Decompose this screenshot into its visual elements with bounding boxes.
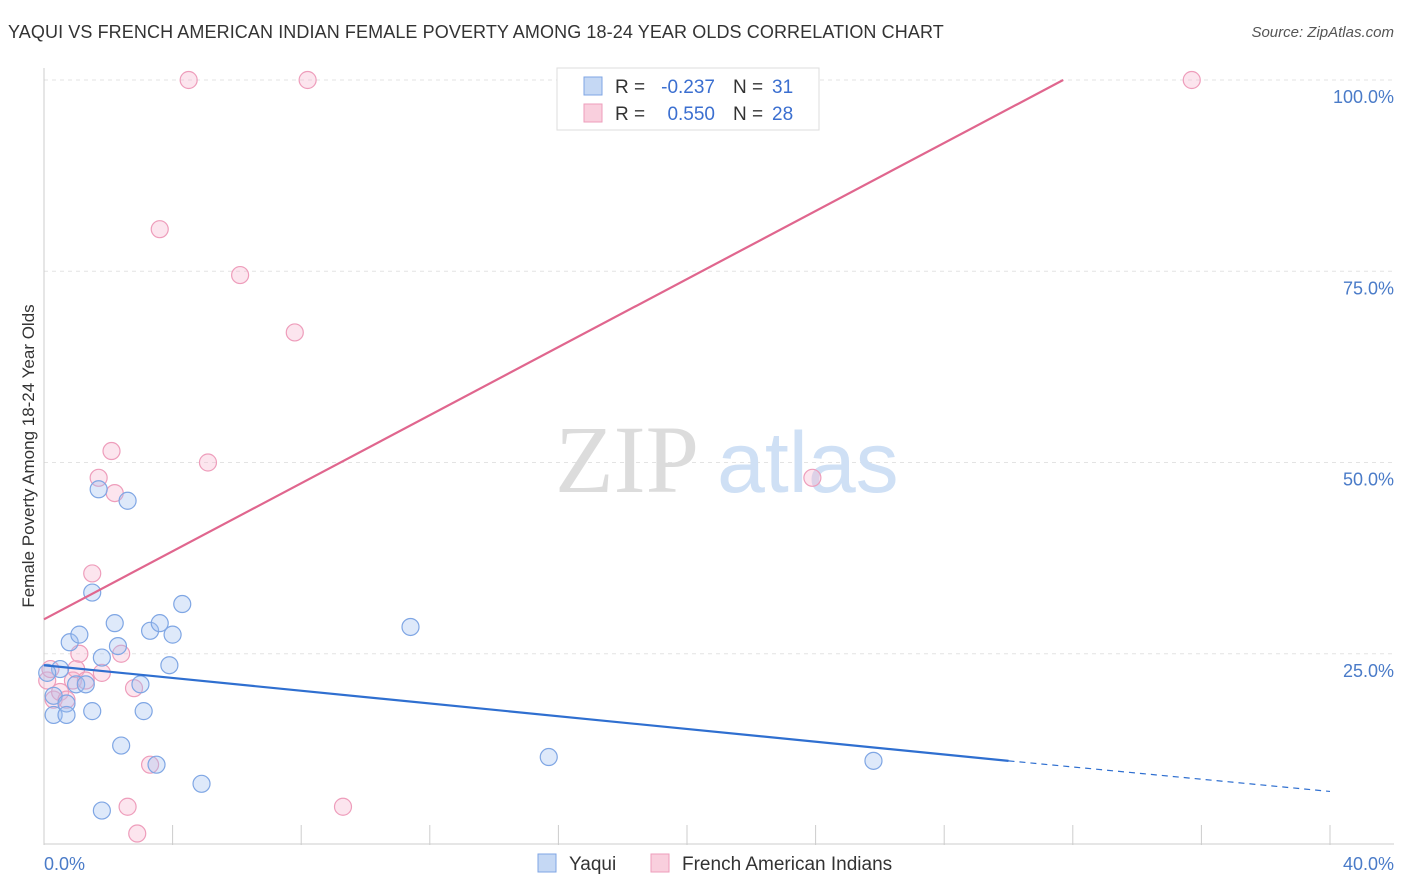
yaqui-point-29 xyxy=(864,751,883,770)
yaqui-point-6 xyxy=(67,675,86,694)
y-tick-label-50: 50.0% xyxy=(1343,470,1394,490)
yaqui-point-4 xyxy=(57,705,76,725)
yaqui-point-14 xyxy=(105,614,124,633)
french-point-24 xyxy=(333,797,353,816)
trend-line-french xyxy=(43,79,1064,621)
y-tick-label-25: 25.0% xyxy=(1343,661,1394,681)
trend-line-yaqui xyxy=(43,664,1009,762)
french-point-23 xyxy=(298,70,317,90)
yaqui-point-17 xyxy=(118,491,137,510)
french-point-0 xyxy=(38,671,57,690)
french-point-10 xyxy=(92,663,111,682)
yaqui-point-11 xyxy=(89,480,108,499)
yaqui-point-1 xyxy=(44,705,63,725)
x-tick-label-min: 0.0% xyxy=(44,854,85,874)
y-tick-label-75: 75.0% xyxy=(1343,278,1394,298)
x-tick-marks xyxy=(43,825,1331,845)
watermark-zip: ZIP xyxy=(555,406,699,513)
chart-title: YAQUI VS FRENCH AMERICAN INDIAN FEMALE P… xyxy=(8,22,944,42)
french-point-18 xyxy=(150,220,169,239)
yaqui-point-8 xyxy=(76,675,95,694)
yaqui-point-20 xyxy=(140,621,160,640)
yaqui-point-21 xyxy=(147,755,166,774)
legend-n-label-yaqui: N = xyxy=(733,77,763,98)
yaqui-point-18 xyxy=(131,675,150,694)
watermark-atlas: atlas xyxy=(717,415,899,511)
french-point-25 xyxy=(803,468,822,487)
y-axis-label: Female Poverty Among 18-24 Year Olds xyxy=(19,304,38,607)
yaqui-point-25 xyxy=(173,594,192,614)
legend-n-value-yaqui: 31 xyxy=(772,77,793,98)
legend-n-value-french: 28 xyxy=(772,104,793,125)
french-point-8 xyxy=(83,564,102,583)
yaqui-point-9 xyxy=(83,583,102,602)
bottom-legend-swatch-french xyxy=(650,853,670,873)
bottom-legend-label-french: French American Indians xyxy=(682,854,892,875)
y-tick-label-100: 100.0% xyxy=(1333,87,1394,107)
french-point-20 xyxy=(198,453,218,472)
yaqui-point-19 xyxy=(134,702,153,721)
yaqui-point-28 xyxy=(539,747,558,767)
yaqui-point-15 xyxy=(108,636,128,656)
yaqui-point-12 xyxy=(92,801,111,820)
series-yaqui-points xyxy=(38,480,883,820)
yaqui-point-10 xyxy=(83,702,102,721)
yaqui-point-23 xyxy=(160,656,179,675)
yaqui-point-5 xyxy=(60,633,79,652)
stats-legend: R = -0.237 N = 31 R = 0.550 N = 28 xyxy=(556,67,820,131)
yaqui-point-24 xyxy=(163,625,182,644)
legend-r-value-french: 0.550 xyxy=(667,104,715,125)
legend-n-label-french: N = xyxy=(733,104,763,125)
legend-r-label-french: R = xyxy=(615,104,645,125)
french-point-26 xyxy=(1182,70,1201,90)
yaqui-point-16 xyxy=(112,736,131,755)
french-point-14 xyxy=(118,797,137,816)
bottom-legend-label-yaqui: Yaqui xyxy=(569,854,616,875)
legend-r-label-yaqui: R = xyxy=(615,77,645,98)
trend-lines xyxy=(43,79,1331,793)
series-legend: Yaqui French American Indians xyxy=(537,853,892,875)
french-point-11 xyxy=(102,441,121,461)
legend-swatch-yaqui xyxy=(583,76,603,96)
grid-lines xyxy=(44,79,1394,655)
y-tick-labels: 25.0% 50.0% 75.0% 100.0% xyxy=(1333,87,1394,681)
legend-swatch-french xyxy=(583,103,603,123)
yaqui-point-7 xyxy=(70,625,89,644)
yaqui-point-26 xyxy=(192,774,211,793)
yaqui-point-22 xyxy=(150,614,169,633)
source-label: Source: ZipAtlas.com xyxy=(1251,24,1394,41)
x-tick-label-max: 40.0% xyxy=(1343,854,1394,874)
trend-line-yaqui-extrapolated xyxy=(1008,760,1331,793)
french-point-19 xyxy=(179,70,198,90)
french-point-22 xyxy=(285,323,304,342)
yaqui-point-13 xyxy=(92,648,111,667)
series-french-points xyxy=(38,70,1201,843)
french-point-16 xyxy=(128,824,147,843)
french-point-17 xyxy=(140,755,160,774)
yaqui-point-27 xyxy=(401,617,420,637)
bottom-legend-swatch-yaqui xyxy=(537,853,557,873)
french-point-7 xyxy=(76,671,95,690)
yaqui-point-30 xyxy=(38,663,57,682)
french-point-21 xyxy=(231,265,250,285)
legend-r-value-yaqui: -0.237 xyxy=(661,77,715,98)
